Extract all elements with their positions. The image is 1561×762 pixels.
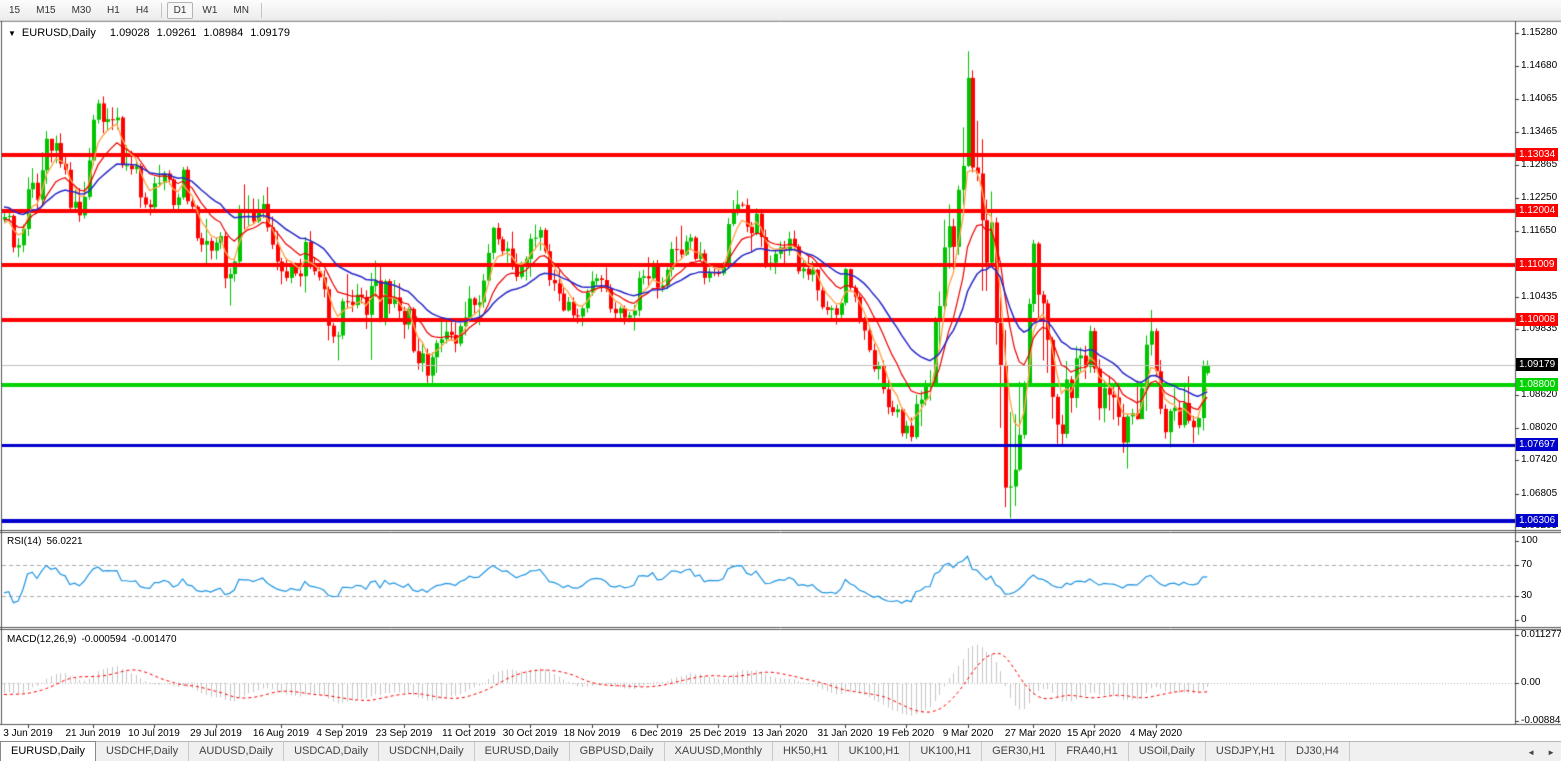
timeframe-button-w1[interactable]: W1 <box>202 4 218 16</box>
symbol-tab-eurusd-daily[interactable]: EURUSD,Daily <box>475 742 570 761</box>
timeframe-toolbar: 15 M15 M30 H1 H4 D1 W1 MN <box>0 0 1561 21</box>
symbol-tab-ger30-h1[interactable]: GER30,H1 <box>982 742 1057 761</box>
timeframe-button-m30[interactable]: M30 <box>71 4 92 16</box>
symbol-tab-uk100-h1[interactable]: UK100,H1 <box>839 742 911 761</box>
timeframe-button-h1[interactable]: H1 <box>107 4 120 16</box>
tab-scrollers: ◄ ► <box>1527 742 1555 762</box>
symbol-tab-hk50-h1[interactable]: HK50,H1 <box>773 742 839 761</box>
tab-scroll-right-icon[interactable]: ► <box>1547 747 1555 757</box>
symbol-tab-xauusd-monthly[interactable]: XAUUSD,Monthly <box>665 742 773 761</box>
chart-window: ▼ EURUSD,Daily 1.09028 1.09261 1.08984 1… <box>0 21 1561 741</box>
timeframe-button-m15[interactable]: M15 <box>36 4 56 16</box>
symbol-tab-gbpusd-daily[interactable]: GBPUSD,Daily <box>570 742 665 761</box>
symbol-tab-usdchf-daily[interactable]: USDCHF,Daily <box>96 742 190 761</box>
toolbar-separator <box>260 2 262 18</box>
timeframe-button-h4[interactable]: H4 <box>135 4 149 16</box>
symbol-tab-usdcad-daily[interactable]: USDCAD,Daily <box>284 742 380 761</box>
symbol-tab-usdcnh-daily[interactable]: USDCNH,Daily <box>379 742 475 761</box>
symbol-tab-uk100-h1[interactable]: UK100,H1 <box>910 742 983 761</box>
tab-scroll-left-icon[interactable]: ◄ <box>1527 747 1536 757</box>
timeframe-button-d1[interactable]: D1 <box>166 1 194 19</box>
symbol-tab-usdjpy-h1[interactable]: USDJPY,H1 <box>1206 742 1287 761</box>
symbol-tab-fra40-h1[interactable]: FRA40,H1 <box>1056 742 1129 761</box>
symbol-tabbar: EURUSD,Daily USDCHF,Daily AUDUSD,Daily USDC… <box>0 741 1561 761</box>
symbol-tab-dj30-h4[interactable]: DJ30,H4 <box>1286 742 1350 761</box>
symbol-tab-usoil-daily[interactable]: USOil,Daily <box>1129 742 1206 761</box>
symbol-tab-eurusd-daily[interactable]: EURUSD,Daily <box>0 741 96 761</box>
timeframe-button-mn[interactable]: MN <box>233 4 249 16</box>
timeframe-button-15[interactable]: 15 <box>9 4 21 16</box>
symbol-tab-audusd-daily[interactable]: AUDUSD,Daily <box>189 742 285 761</box>
chart-canvas[interactable] <box>0 21 1561 741</box>
toolbar-separator <box>160 2 162 18</box>
